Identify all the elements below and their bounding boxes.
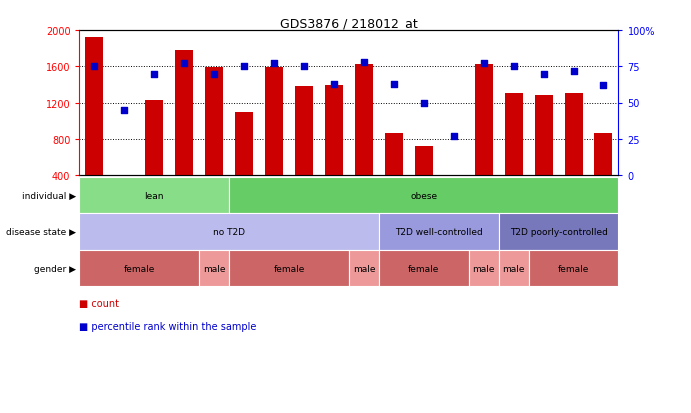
Text: female: female bbox=[274, 264, 305, 273]
Point bbox=[149, 71, 160, 78]
Point bbox=[328, 81, 339, 88]
Bar bbox=[265, 68, 283, 176]
Point bbox=[359, 59, 370, 66]
Bar bbox=[504, 93, 522, 176]
Text: male: male bbox=[473, 264, 495, 273]
Text: male: male bbox=[203, 264, 225, 273]
Point bbox=[418, 100, 429, 107]
Text: disease state ▶: disease state ▶ bbox=[6, 228, 76, 237]
Bar bbox=[86, 38, 104, 176]
Bar bbox=[475, 65, 493, 176]
Point bbox=[209, 71, 220, 78]
Point bbox=[538, 71, 549, 78]
Text: female: female bbox=[408, 264, 439, 273]
Text: female: female bbox=[558, 264, 589, 273]
Text: gender ▶: gender ▶ bbox=[34, 264, 76, 273]
Point bbox=[89, 64, 100, 70]
Text: ■ percentile rank within the sample: ■ percentile rank within the sample bbox=[79, 321, 257, 331]
Text: T2D poorly-controlled: T2D poorly-controlled bbox=[510, 228, 607, 237]
Bar bbox=[115, 176, 133, 178]
Point bbox=[299, 64, 310, 70]
Text: no T2D: no T2D bbox=[214, 228, 245, 237]
Bar bbox=[235, 112, 253, 176]
Point bbox=[269, 61, 280, 67]
Bar bbox=[415, 147, 433, 176]
Point bbox=[508, 64, 519, 70]
Bar bbox=[535, 96, 553, 176]
Point bbox=[388, 81, 399, 88]
Point bbox=[598, 83, 609, 89]
Text: T2D well-controlled: T2D well-controlled bbox=[395, 228, 482, 237]
Bar bbox=[445, 176, 463, 178]
Point bbox=[238, 64, 249, 70]
Text: individual ▶: individual ▶ bbox=[22, 191, 76, 200]
Text: lean: lean bbox=[144, 191, 164, 200]
Title: GDS3876 / 218012_at: GDS3876 / 218012_at bbox=[280, 17, 418, 30]
Point bbox=[448, 133, 460, 140]
Bar bbox=[205, 68, 223, 176]
Point bbox=[119, 107, 130, 114]
Bar bbox=[176, 51, 193, 176]
Text: male: male bbox=[352, 264, 375, 273]
Bar bbox=[594, 134, 612, 176]
Bar bbox=[385, 134, 403, 176]
Point bbox=[478, 61, 489, 67]
Bar bbox=[295, 87, 313, 176]
Text: obese: obese bbox=[410, 191, 437, 200]
Text: ■ count: ■ count bbox=[79, 298, 120, 308]
Point bbox=[179, 61, 190, 67]
Bar bbox=[565, 94, 583, 176]
Bar bbox=[355, 65, 373, 176]
Point bbox=[568, 68, 579, 75]
Text: female: female bbox=[124, 264, 155, 273]
Text: male: male bbox=[502, 264, 525, 273]
Bar bbox=[145, 100, 163, 176]
Bar bbox=[325, 86, 343, 176]
